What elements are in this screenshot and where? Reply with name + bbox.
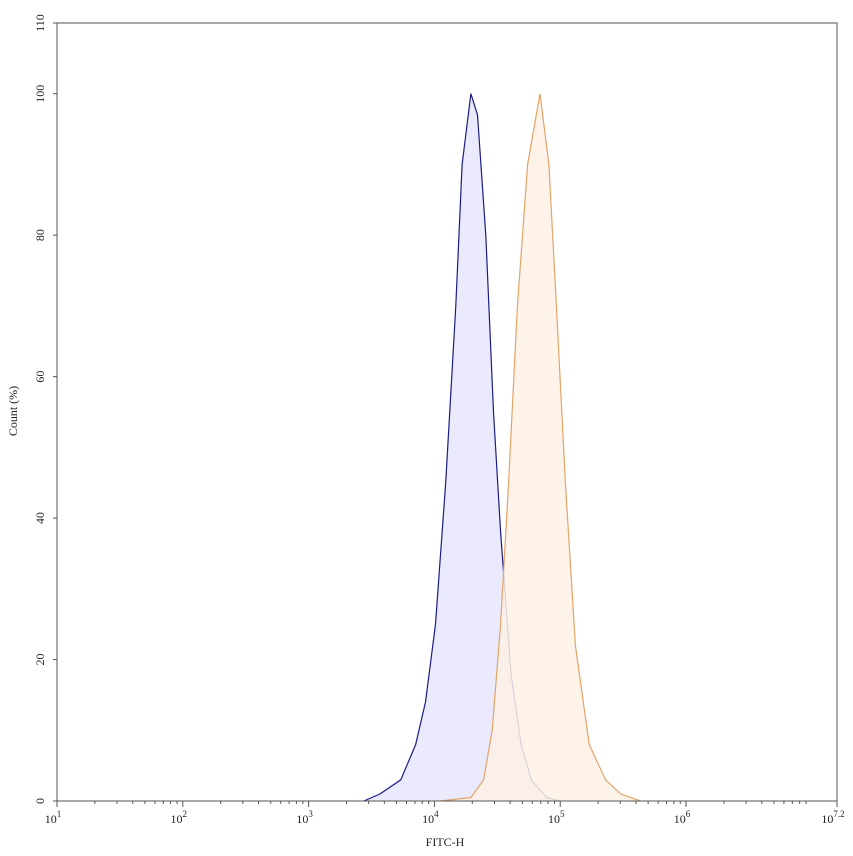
- y-tick-label: 20: [33, 654, 47, 666]
- area: [363, 93, 561, 801]
- x-tick-label: 102: [171, 809, 188, 826]
- x-tick-exponent: 5: [560, 809, 565, 819]
- x-tick-base: 10: [422, 812, 434, 826]
- x-tick-exponent: 6: [686, 809, 691, 819]
- x-tick-exponent: 2: [183, 809, 188, 819]
- x-tick-label: 101: [45, 809, 62, 826]
- y-tick-label: 60: [33, 371, 47, 383]
- area: [440, 93, 641, 801]
- x-tick-base: 10: [821, 812, 833, 826]
- x-tick-label: 103: [296, 809, 313, 826]
- x-tick-base: 10: [296, 812, 308, 826]
- x-tick-label: 107.2: [821, 809, 844, 826]
- x-tick-exponent: 4: [434, 809, 439, 819]
- plot-frame: [56, 22, 838, 802]
- x-tick-exponent: 7.2: [833, 809, 844, 819]
- y-tick-label: 80: [33, 229, 47, 241]
- x-tick-exponent: 1: [57, 809, 62, 819]
- y-axis-label: Count (%): [6, 386, 20, 436]
- x-tick-base: 10: [674, 812, 686, 826]
- x-tick-exponent: 3: [308, 809, 313, 819]
- y-tick-label: 40: [33, 512, 47, 524]
- x-tick-base: 10: [45, 812, 57, 826]
- x-tick-label: 104: [422, 809, 439, 826]
- y-tick-label: 0: [33, 798, 47, 804]
- x-tick-base: 10: [171, 812, 183, 826]
- y-tick-label: 100: [33, 85, 47, 103]
- x-tick-label: 106: [674, 809, 691, 826]
- y-tick-label: 110: [33, 14, 47, 32]
- x-tick-base: 10: [548, 812, 560, 826]
- x-tick-label: 105: [548, 809, 565, 826]
- x-axis-label: FITC-H: [426, 835, 465, 849]
- line: [440, 93, 641, 802]
